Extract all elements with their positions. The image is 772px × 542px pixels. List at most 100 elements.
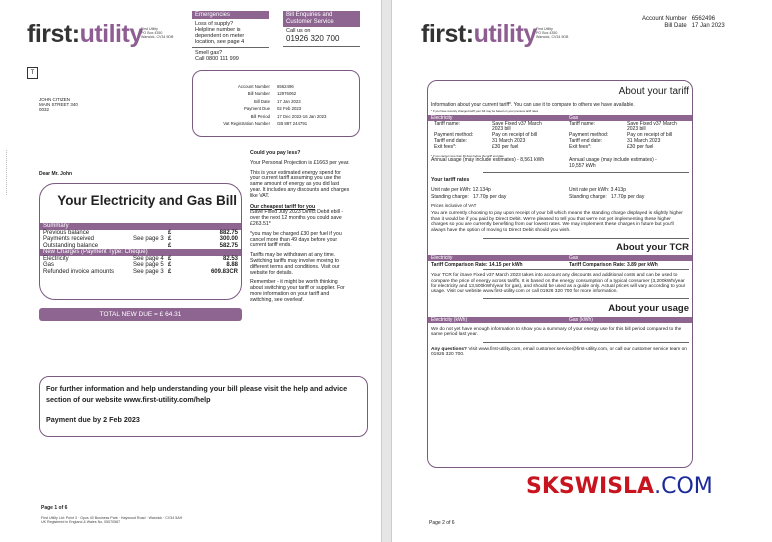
bill-row-ref <box>133 230 168 237</box>
emergencies-header: Emergencies <box>192 11 269 19</box>
address-line: PO Box 4350 <box>536 31 558 36</box>
cheapest-tariff-heading: Our cheapest tariff for you <box>250 203 316 210</box>
recipient-address: JOHN CITIZEN MAIN STREET 340 0032 <box>39 97 78 112</box>
bill-row-label: Gas <box>43 262 55 269</box>
currency-symbol: £ <box>168 236 172 243</box>
footer-line: UK Registered in England & Wales No. 050… <box>41 520 121 525</box>
greeting: Dear Mr. John <box>39 171 73 177</box>
account-label: Account Number <box>237 84 270 89</box>
tariff-row: Exit fees*: £30 per fuel <box>569 145 689 151</box>
account-value: 02 Feb 2023 <box>277 106 302 112</box>
logo-first: first: <box>421 20 474 48</box>
pay-less-column: Could you pay less? Your Personal Projec… <box>250 150 350 304</box>
smell-gas-phone: Call 0800 111 999 <box>195 56 239 62</box>
usage-title: About your usage <box>608 302 689 314</box>
exit-fee-note: * If you cancel more than 49 days before… <box>431 154 504 159</box>
watermark-red: SKSWISLA <box>526 474 655 499</box>
account-details-box: Account Number 6562496 Bill Number 12976062… <box>192 70 360 137</box>
currency-symbol: £ <box>168 268 172 275</box>
address-line: Warwick, CV34 9DB <box>536 35 569 40</box>
currency-symbol: £ <box>168 262 172 269</box>
tariff-rates-title: Your tariff rates <box>431 177 470 184</box>
account-row: Bill Period 17 Dec 2022-16 Jan 2023 <box>193 113 359 120</box>
tariff-row-label: Payment method: <box>569 132 609 139</box>
gas-annual-usage: Annual usage (may include estimates) - 1… <box>569 157 657 169</box>
account-value: 12976062 <box>277 91 297 97</box>
gas-header: Gas <box>569 255 579 262</box>
projection-text: Your Personal Projection is £1663 per ye… <box>250 159 350 166</box>
company-address: First Utility PO Box 4350 Warwick, CV34 … <box>141 27 173 40</box>
summary-header: Summary <box>40 223 241 230</box>
tariff-row-value: Save Fixed v37 March 2023 bill <box>492 120 542 133</box>
page-number: Page 2 of 6 <box>429 520 455 526</box>
account-value: 17 Jan 2023 <box>277 98 301 104</box>
questions-label: Any questions? <box>431 346 467 352</box>
currency-symbol: £ <box>168 229 172 236</box>
t-box: T <box>27 67 38 79</box>
tariff-box: About your tariff Information about your… <box>427 80 693 468</box>
bill-row-amount: 300.00 <box>219 236 238 243</box>
tariff-row-label: Tariff end date: <box>569 138 602 145</box>
bill-row-amount: 882.75 <box>219 229 238 236</box>
bill-title: Your Electricity and Gas Bill <box>57 193 237 208</box>
tariff-row-label: Tariff name: <box>569 120 596 127</box>
bill-row-amount: 609.83CR <box>210 268 238 275</box>
bill-date-value: 17 Jan 2023 <box>691 23 725 29</box>
bill-row-ref: See page 5 <box>133 262 164 269</box>
gas-header: Gas <box>569 114 579 121</box>
first-utility-logo: first:utility <box>421 20 537 49</box>
margin-code <box>6 150 9 195</box>
tariff-intro-note: * If you have recently changed tariff yo… <box>431 108 539 113</box>
account-label: Vat Registration Number <box>223 121 270 127</box>
tariff-row-label: Payment method: <box>434 132 474 139</box>
account-row: Bill Number 12976062 <box>193 90 359 97</box>
vat-note: Prices inclusive of VAT <box>431 203 477 209</box>
recipient-postcode: 0032 <box>39 107 50 112</box>
tariff-row-value: Pay on receipt of bill <box>627 132 673 139</box>
gas-standing-charge: Standing charge: 17.70p per day <box>569 194 645 201</box>
address-line: PO Box 4350 <box>141 31 163 36</box>
first-utility-logo: first:utility <box>27 20 143 49</box>
bill-row: Outstanding balance £582.75 <box>40 243 241 250</box>
address-line: Warwick, CV34 9DB <box>141 35 174 40</box>
enquiries-panel: Bill Enquiries and Customer Service Call… <box>283 11 360 47</box>
pay-on-receipt-text: You are currently choosing to pay upon r… <box>431 211 683 233</box>
bill-row: Payments received See page 3 £300.00 <box>40 236 241 243</box>
account-label: Bill Period <box>250 113 270 119</box>
estimate-text: This is your estimated energy spend for … <box>250 169 350 199</box>
bill-row: Electricity See page 4 £82.53 <box>40 256 241 263</box>
charges-header: New Charges (Payment Type: Cheque) <box>40 249 241 256</box>
tariff-row: Payment method: Pay on receipt of bill <box>569 133 689 139</box>
tariff-row: Tariff end date: 31 March 2023 <box>434 139 569 145</box>
bill-row-amount: 8.88 <box>226 262 238 269</box>
tariff-title: About your tariff <box>618 86 689 97</box>
tariff-row-label: Tariff end date: <box>434 138 467 145</box>
loss-supply-text: Helpline number is dependent on meter lo… <box>195 27 245 45</box>
address-line: First Utility <box>536 27 553 31</box>
recipient-street: MAIN STREET 340 <box>39 102 78 107</box>
bill-row-ref: See page 3 <box>133 268 164 275</box>
help-text: For further information and help underst… <box>46 384 348 404</box>
bill-row-label: Outstanding balance <box>43 242 99 249</box>
pay-less-heading: Could you pay less? <box>250 150 301 156</box>
account-header: Account Number 6562496 Bill Date 17 Jan 20… <box>642 16 725 30</box>
tcr-title: About your TCR <box>616 242 689 254</box>
enquiries-header: Bill Enquiries and Customer Service <box>283 11 360 27</box>
account-label: Payment Due <box>243 106 270 112</box>
bill-page-1: first:utility First Utility PO Box 4350 … <box>0 0 382 542</box>
company-address: First Utility PO Box 4350 Warwick, CV34 … <box>536 27 568 40</box>
tariff-row: Tariff end date: 31 March 2023 <box>569 139 689 145</box>
page-number: Page 1 of 6 <box>41 505 68 511</box>
footer-line: First Utility Ltd: Point 3 · Opus 40 Bus… <box>41 516 183 520</box>
payment-due-text: Payment due by 2 Feb 2023 <box>46 415 140 424</box>
tariff-row: Tariff name: Save Fixed v37 March 2023 bi… <box>569 120 689 133</box>
currency-symbol: £ <box>168 242 172 249</box>
tariff-intro: Information about your current tariff*. … <box>431 102 635 108</box>
address-line: First Utility <box>141 27 158 31</box>
customer-service-phone: 01926 320 700 <box>286 34 340 43</box>
account-row: Bill Date 17 Jan 2023 <box>193 98 359 105</box>
bill-row-ref: See page 3 <box>133 236 164 243</box>
bill-row: Refunded invoice amounts See page 3 £609.8… <box>40 269 241 276</box>
electricity-unit-rate: Unit rate per kWh: 12.134p <box>431 187 491 194</box>
loss-supply-title: Loss of supply? <box>195 21 234 27</box>
